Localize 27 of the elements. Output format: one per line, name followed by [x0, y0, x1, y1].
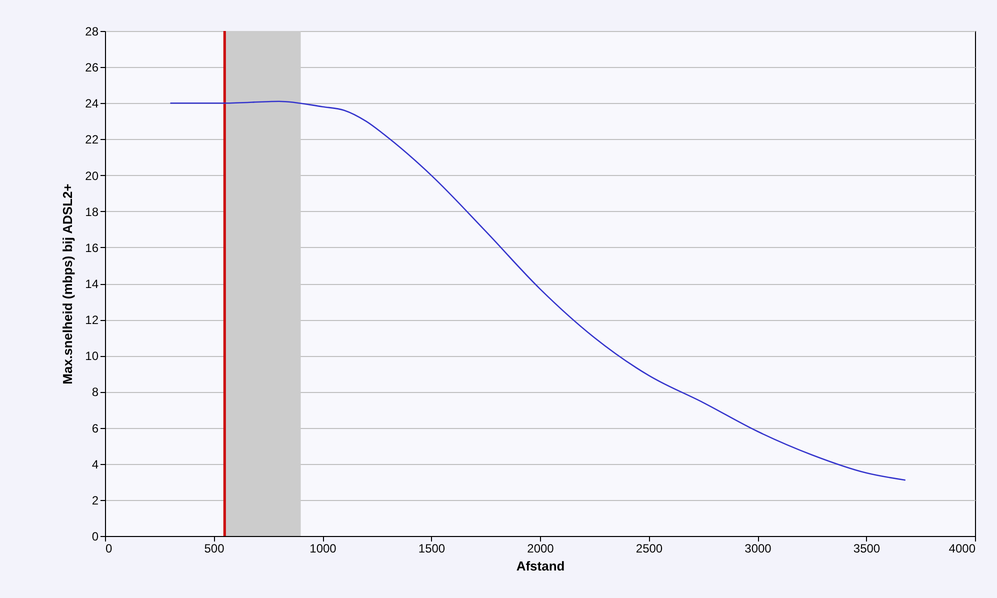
y-tick-label: 22: [85, 132, 99, 147]
y-tick-label: 2: [92, 493, 99, 508]
x-tick-label: 2500: [636, 542, 663, 556]
y-axis-title: Max.snelheid (mbps) bij ADSL2+: [60, 183, 76, 384]
y-tick-label: 14: [85, 277, 99, 291]
x-tick-label: 2000: [527, 542, 554, 556]
y-tick-label: 12: [85, 313, 99, 328]
y-tick-label: 8: [92, 385, 99, 400]
x-tick-label: 3500: [853, 542, 880, 556]
x-tick-label: 3000: [744, 542, 772, 556]
y-tick-label: 24: [85, 96, 99, 111]
line-series: [170, 100, 906, 481]
x-tick-label: 1500: [418, 542, 446, 556]
y-tick-label: 4: [92, 457, 99, 472]
x-tick-label: 1000: [310, 542, 337, 556]
y-tick-label: 26: [85, 60, 99, 75]
y-tick-label: 28: [85, 24, 99, 38]
x-tick-label: 500: [204, 542, 225, 556]
y-tick-label: 20: [85, 168, 99, 183]
x-tick-label: 0: [106, 542, 112, 556]
y-tick-label: 18: [85, 204, 99, 219]
y-tick-label: 16: [85, 240, 99, 255]
y-tick-label: 0: [92, 530, 99, 544]
y-tick-label: 10: [85, 349, 99, 364]
x-axis-title: Afstand: [516, 558, 565, 574]
x-tick-label: 4000: [948, 542, 976, 556]
y-tick-label: 6: [92, 421, 99, 436]
